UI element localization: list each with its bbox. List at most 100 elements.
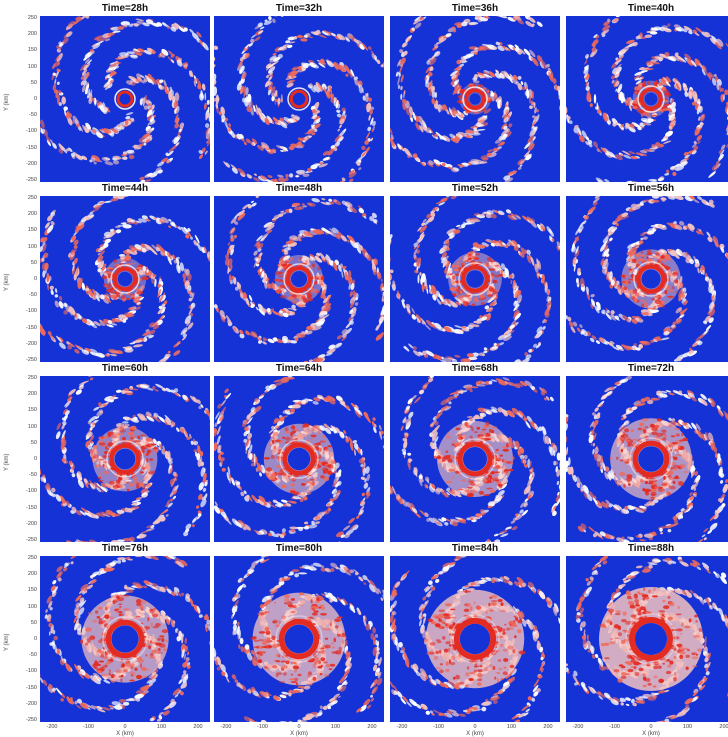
- storm-field-image: [566, 556, 728, 722]
- panel: Time=60h: [40, 376, 210, 542]
- storm-field-svg: [40, 376, 210, 542]
- storm-field-image: [390, 376, 560, 542]
- panel: Time=84h: [390, 556, 560, 722]
- y-tick-label: 200: [21, 391, 37, 397]
- x-tick-label: 200: [362, 724, 382, 730]
- storm-field-image: [40, 16, 210, 182]
- x-tick-label: 100: [678, 724, 698, 730]
- x-tick-label: 0: [465, 724, 485, 730]
- storm-field-svg: [40, 556, 210, 722]
- storm-field-svg: [390, 196, 560, 362]
- y-axis-label: Y (km): [4, 453, 10, 471]
- y-tick-label: -250: [21, 177, 37, 183]
- panel-title: Time=80h: [214, 543, 384, 555]
- y-tick-label: -200: [21, 161, 37, 167]
- y-tick-label: 0: [21, 456, 37, 462]
- y-tick-label: 50: [21, 260, 37, 266]
- panel: Time=72h: [566, 376, 728, 542]
- panel: Time=32h: [214, 16, 384, 182]
- y-tick-label: 150: [21, 407, 37, 413]
- panel-title: Time=56h: [566, 183, 728, 195]
- panel-title: Time=76h: [40, 543, 210, 555]
- y-tick-label: 50: [21, 620, 37, 626]
- storm-field-svg: [214, 16, 384, 182]
- y-tick-label: 250: [21, 15, 37, 21]
- x-tick-label: -100: [605, 724, 625, 730]
- panel: Time=44h: [40, 196, 210, 362]
- storm-field-svg: [214, 196, 384, 362]
- panel: Time=68h: [390, 376, 560, 542]
- y-tick-label: 0: [21, 276, 37, 282]
- panel-title: Time=40h: [566, 3, 728, 15]
- y-tick-label: -150: [21, 325, 37, 331]
- storm-field-image: [390, 556, 560, 722]
- x-tick-label: -200: [392, 724, 412, 730]
- storm-field-svg: [390, 556, 560, 722]
- storm-field-svg: [566, 196, 728, 362]
- y-tick-label: 100: [21, 604, 37, 610]
- y-tick-label: 0: [21, 636, 37, 642]
- y-tick-label: -50: [21, 652, 37, 658]
- storm-field-image: [390, 196, 560, 362]
- y-axis-label: Y (km): [4, 93, 10, 111]
- panel-title: Time=88h: [566, 543, 728, 555]
- y-tick-label: 100: [21, 424, 37, 430]
- y-tick-label: -50: [21, 112, 37, 118]
- panel-title: Time=44h: [40, 183, 210, 195]
- storm-field-svg: [40, 16, 210, 182]
- y-tick-label: 50: [21, 80, 37, 86]
- y-tick-label: 50: [21, 440, 37, 446]
- y-tick-label: -200: [21, 701, 37, 707]
- x-tick-label: 200: [538, 724, 558, 730]
- storm-field-svg: [566, 556, 728, 722]
- y-tick-label: -100: [21, 488, 37, 494]
- x-tick-label: 100: [326, 724, 346, 730]
- panel-title: Time=68h: [390, 363, 560, 375]
- storm-field-svg: [40, 196, 210, 362]
- panel-title: Time=32h: [214, 3, 384, 15]
- x-tick-label: -100: [79, 724, 99, 730]
- panel: Time=80h: [214, 556, 384, 722]
- panel: Time=64h: [214, 376, 384, 542]
- storm-field-image: [40, 556, 210, 722]
- x-tick-label: 0: [641, 724, 661, 730]
- y-tick-label: -150: [21, 145, 37, 151]
- x-tick-label: 100: [502, 724, 522, 730]
- x-tick-label: 100: [152, 724, 172, 730]
- y-tick-label: 100: [21, 244, 37, 250]
- panel: Time=76h: [40, 556, 210, 722]
- storm-field-svg: [566, 376, 728, 542]
- storm-field-image: [40, 376, 210, 542]
- y-axis-label: Y (km): [4, 633, 10, 651]
- y-tick-label: 200: [21, 571, 37, 577]
- panel-title: Time=48h: [214, 183, 384, 195]
- y-tick-label: -200: [21, 341, 37, 347]
- y-tick-label: 250: [21, 555, 37, 561]
- panel: Time=52h: [390, 196, 560, 362]
- storm-field-svg: [214, 556, 384, 722]
- storm-field-svg: [214, 376, 384, 542]
- panel: Time=40h: [566, 16, 728, 182]
- storm-field-image: [566, 196, 728, 362]
- y-axis-label: Y (km): [4, 273, 10, 291]
- storm-field-image: [566, 16, 728, 182]
- panel: Time=48h: [214, 196, 384, 362]
- storm-field-image: [566, 376, 728, 542]
- x-tick-label: 0: [289, 724, 309, 730]
- y-tick-label: 200: [21, 31, 37, 37]
- y-tick-label: -250: [21, 537, 37, 543]
- x-tick-label: -100: [253, 724, 273, 730]
- y-tick-label: -250: [21, 717, 37, 723]
- storm-field-svg: [390, 376, 560, 542]
- panel-title: Time=64h: [214, 363, 384, 375]
- y-tick-label: -200: [21, 521, 37, 527]
- y-tick-label: -100: [21, 668, 37, 674]
- y-tick-label: 250: [21, 195, 37, 201]
- storm-field-svg: [566, 16, 728, 182]
- y-tick-label: 250: [21, 375, 37, 381]
- panel-title: Time=84h: [390, 543, 560, 555]
- panel: Time=28h: [40, 16, 210, 182]
- x-tick-label: 200: [188, 724, 208, 730]
- y-tick-label: 150: [21, 47, 37, 53]
